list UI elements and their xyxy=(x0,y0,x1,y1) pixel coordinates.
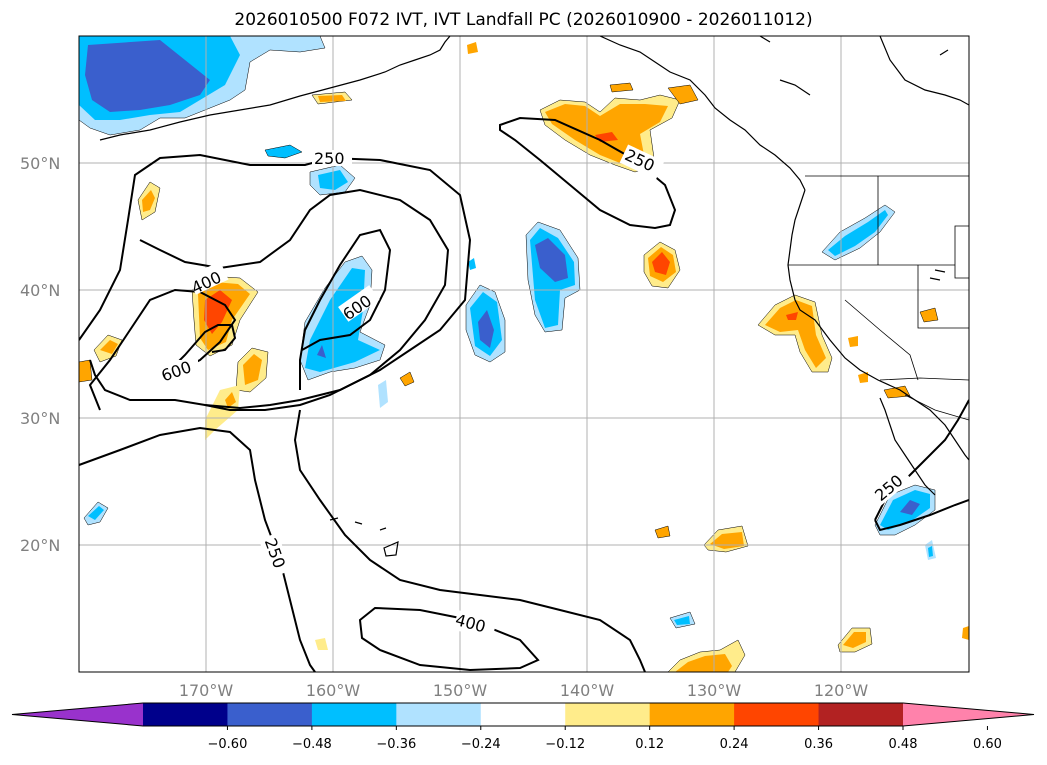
colorbar-segment xyxy=(227,703,313,726)
colorbar xyxy=(11,702,1035,727)
political-borders xyxy=(788,175,969,421)
lon-label-170w: 170°W xyxy=(179,681,234,700)
map-area: 250 400 600 600 250 400 250 250 xyxy=(79,36,969,672)
colorbar-tick-label: −0.24 xyxy=(461,737,501,752)
colorbar-segment xyxy=(480,703,566,726)
colorbar-tick-label: 0.12 xyxy=(635,737,664,752)
ivt-contours xyxy=(79,116,969,672)
lon-label-150w: 150°W xyxy=(433,681,488,700)
colorbar-segment xyxy=(565,703,651,726)
contour-label: 250 xyxy=(314,149,345,168)
colorbar-tick-label: 0.48 xyxy=(889,737,918,752)
colorbar-tick-label: 0.60 xyxy=(973,737,1002,752)
lon-label-160w: 160°W xyxy=(306,681,361,700)
lat-label-30n: 30°N xyxy=(20,409,60,428)
colorbar-tick-label: −0.36 xyxy=(376,737,416,752)
lon-label-140w: 140°W xyxy=(560,681,615,700)
colorbar-segment xyxy=(311,703,397,726)
map-frame xyxy=(78,35,970,673)
positive-anomaly-shading xyxy=(79,42,969,672)
contour-label: 250 xyxy=(261,536,289,571)
colorbar-segment xyxy=(734,703,820,726)
contour-label: 400 xyxy=(453,610,487,636)
lat-label-40n: 40°N xyxy=(20,281,60,300)
colorbar-segment xyxy=(649,703,735,726)
colorbar-segment xyxy=(143,703,228,726)
colorbar-tick-label: −0.48 xyxy=(292,737,332,752)
lat-label-50n: 50°N xyxy=(20,154,60,173)
contour-labels: 250 400 600 600 250 400 250 250 xyxy=(159,144,912,640)
latitude-labels: 50°N 40°N 30°N 20°N xyxy=(20,154,60,555)
colorbar-tick-label: −0.60 xyxy=(208,737,248,752)
colorbar-tick-label: 0.24 xyxy=(720,737,749,752)
colorbar-outline xyxy=(11,702,1035,727)
lon-label-120w: 120°W xyxy=(814,681,869,700)
map-title: 2026010500 F072 IVT, IVT Landfall PC (20… xyxy=(234,10,813,30)
colorbar-ticks: −0.60 −0.48 −0.36 −0.24 −0.12 0.12 0.24 0.36 0.4… xyxy=(208,726,1002,752)
lon-label-130w: 130°W xyxy=(687,681,742,700)
colorbar-tick-label: 0.36 xyxy=(804,737,833,752)
colorbar-extend-low xyxy=(12,703,143,726)
longitude-labels: 170°W 160°W 150°W 140°W 130°W 120°W xyxy=(179,681,869,700)
colorbar-extend-high xyxy=(903,703,1034,726)
colorbar-tick-label: −0.12 xyxy=(545,737,585,752)
colorbar-segment xyxy=(396,703,482,726)
lat-label-20n: 20°N xyxy=(20,536,60,555)
colorbar-segment xyxy=(818,703,904,726)
